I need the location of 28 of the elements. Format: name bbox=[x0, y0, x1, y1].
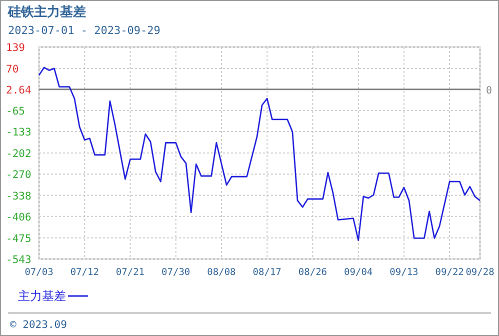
text: © 2023.09 bbox=[10, 319, 67, 331]
y-tick-label: -338 bbox=[6, 190, 32, 202]
y-tick-label: 70 bbox=[6, 63, 19, 76]
y-tick-label: 139 bbox=[6, 42, 25, 54]
x-tick-label: 08/26 bbox=[298, 267, 328, 278]
x-tick-label: 07/12 bbox=[70, 267, 99, 278]
x-tick-label: 08/08 bbox=[207, 267, 236, 278]
x-tick-label: 07/21 bbox=[116, 267, 145, 278]
x-tick-label: 09/04 bbox=[344, 267, 373, 278]
x-tick-label: 07/03 bbox=[24, 267, 54, 278]
x-tick-label: 09/22 bbox=[435, 267, 464, 278]
y-tick-label: 2.64 bbox=[6, 84, 32, 96]
y-tick-label: -133 bbox=[6, 126, 32, 139]
line-series bbox=[38, 66, 481, 242]
y-tick-label: -475 bbox=[6, 232, 32, 245]
y-tick-label: -65 bbox=[6, 105, 25, 118]
y-tick-label: -202 bbox=[6, 148, 32, 160]
text: 0 bbox=[486, 85, 492, 96]
x-tick-label: 08/17 bbox=[252, 267, 282, 278]
y-tick-label: -270 bbox=[6, 169, 32, 182]
y-tick-label: -406 bbox=[6, 211, 32, 224]
x-tick-label: 07/30 bbox=[162, 267, 190, 278]
legend-label: 主力基差 bbox=[18, 289, 66, 303]
chart-title: 硅铁主力基差 bbox=[7, 4, 86, 19]
x-tick-label: 09/13 bbox=[390, 267, 418, 278]
chart-subtitle: 2023-07-01 - 2023-09-29 bbox=[8, 24, 160, 37]
x-tick-label: 09/28 bbox=[466, 267, 495, 278]
y-tick-label: -543 bbox=[6, 254, 32, 266]
